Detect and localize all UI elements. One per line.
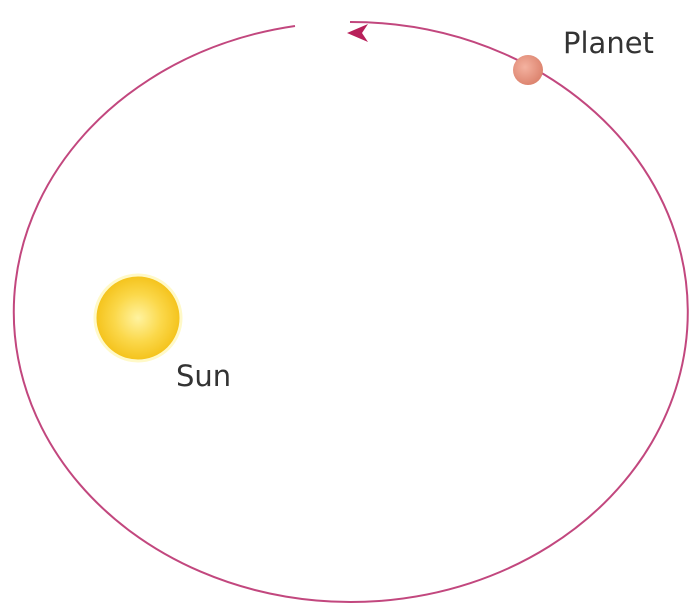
direction-arrow — [347, 24, 368, 42]
sun-label: Sun — [176, 359, 231, 393]
sun — [93, 273, 183, 363]
planet-label: Planet — [563, 26, 654, 60]
planet — [513, 55, 543, 85]
orbit — [12, 21, 689, 603]
